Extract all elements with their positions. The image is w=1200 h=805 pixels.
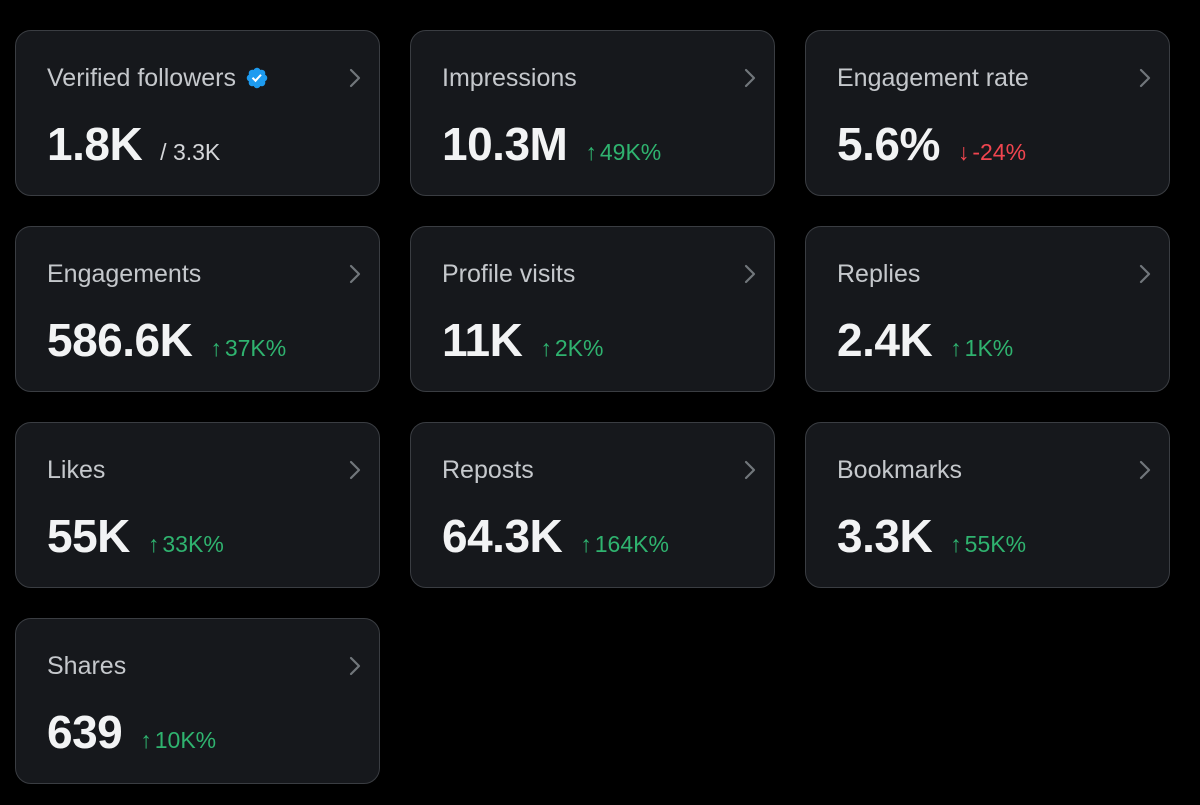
- metric-title-row: Verified followers: [47, 63, 269, 93]
- metric-card-bookmarks[interactable]: Bookmarks 3.3K ↑ 55K%: [805, 422, 1170, 588]
- metric-value-row: 11K ↑ 2K%: [442, 313, 603, 367]
- metric-title: Impressions: [442, 64, 577, 92]
- metric-card-impressions[interactable]: Impressions 10.3M ↑ 49K%: [410, 30, 775, 196]
- metric-title: Profile visits: [442, 260, 576, 288]
- metric-title-row: Shares: [47, 651, 126, 681]
- metric-change: ↑ 37K%: [210, 335, 286, 362]
- metric-card-engagements[interactable]: Engagements 586.6K ↑ 37K%: [15, 226, 380, 392]
- chevron-right-icon: [1139, 68, 1151, 88]
- metric-title-row: Bookmarks: [837, 455, 962, 485]
- metric-value: 3.3K: [837, 510, 933, 562]
- chevron-right-icon: [744, 68, 756, 88]
- metric-change: ↑ 49K%: [585, 139, 661, 166]
- arrow-up-icon: ↑: [147, 531, 160, 557]
- metric-value: 64.3K: [442, 510, 563, 562]
- metric-change-value: 2K%: [554, 335, 604, 361]
- metric-change-value: 164K%: [594, 531, 669, 557]
- metric-change: ↑ 33K%: [148, 531, 224, 558]
- metric-value: 5.6%: [837, 118, 940, 170]
- chevron-right-icon: [1139, 460, 1151, 480]
- metric-change-value: 37K%: [224, 335, 287, 361]
- metric-value: 586.6K: [47, 314, 193, 366]
- metric-card-verified-followers[interactable]: Verified followers 1.8K / 3.3K: [15, 30, 380, 196]
- metric-title-row: Reposts: [442, 455, 534, 485]
- metric-value: 10.3M: [442, 118, 568, 170]
- metric-title: Engagements: [47, 260, 202, 288]
- metric-change: ↓ -24%: [958, 139, 1026, 166]
- metric-card-shares[interactable]: Shares 639 ↑ 10K%: [15, 618, 380, 784]
- metric-value: 55K: [47, 510, 130, 562]
- metric-title: Engagement rate: [837, 64, 1029, 92]
- verified-badge-icon: [245, 66, 269, 90]
- metric-change-value: 49K%: [599, 139, 662, 165]
- metric-change: ↑ 1K%: [950, 335, 1013, 362]
- metric-value-row: 64.3K ↑ 164K%: [442, 509, 669, 563]
- chevron-right-icon: [744, 460, 756, 480]
- metric-card-engagement-rate[interactable]: Engagement rate 5.6% ↓ -24%: [805, 30, 1170, 196]
- metric-title: Replies: [837, 260, 921, 288]
- metric-value-row: 5.6% ↓ -24%: [837, 117, 1026, 171]
- metric-value-row: 1.8K / 3.3K: [47, 117, 220, 171]
- metric-title: Verified followers: [47, 64, 236, 92]
- metric-title: Likes: [47, 456, 106, 484]
- metric-value: 1.8K: [47, 118, 143, 170]
- metric-value-row: 10.3M ↑ 49K%: [442, 117, 661, 171]
- metric-change-value: 1K%: [964, 335, 1014, 361]
- metric-card-replies[interactable]: Replies 2.4K ↑ 1K%: [805, 226, 1170, 392]
- metric-change-value: 55K%: [964, 531, 1027, 557]
- arrow-up-icon: ↑: [210, 335, 222, 361]
- metric-title-row: Impressions: [442, 63, 577, 93]
- metric-title-row: Profile visits: [442, 259, 575, 289]
- chevron-right-icon: [349, 264, 361, 284]
- metric-total: / 3.3K: [160, 139, 221, 165]
- arrow-up-icon: ↑: [580, 531, 592, 557]
- chevron-right-icon: [744, 264, 756, 284]
- metric-value-row: 3.3K ↑ 55K%: [837, 509, 1026, 563]
- metric-change: ↑ 2K%: [540, 335, 603, 362]
- metric-value-row: 586.6K ↑ 37K%: [47, 313, 286, 367]
- metric-title-row: Likes: [47, 455, 105, 485]
- metric-change-value: 33K%: [162, 531, 224, 557]
- metric-value: 639: [47, 706, 123, 758]
- arrow-up-icon: ↑: [540, 335, 552, 361]
- arrow-up-icon: ↑: [140, 727, 152, 753]
- metric-change: ↑ 164K%: [580, 531, 669, 558]
- metric-card-profile-visits[interactable]: Profile visits 11K ↑ 2K%: [410, 226, 775, 392]
- metric-title-row: Replies: [837, 259, 920, 289]
- metric-card-likes[interactable]: Likes 55K ↑ 33K%: [15, 422, 380, 588]
- metrics-grid: Verified followers 1.8K / 3.3K Impressio…: [15, 30, 1170, 784]
- metric-value-row: 2.4K ↑ 1K%: [837, 313, 1013, 367]
- metric-value: 2.4K: [837, 314, 933, 366]
- metric-change-value: 10K%: [154, 727, 217, 753]
- metric-change: ↑ 10K%: [140, 727, 216, 754]
- chevron-right-icon: [349, 656, 361, 676]
- metric-title: Bookmarks: [837, 456, 963, 484]
- metric-title: Shares: [47, 652, 127, 680]
- metric-card-reposts[interactable]: Reposts 64.3K ↑ 164K%: [410, 422, 775, 588]
- metric-value: 11K: [442, 314, 523, 366]
- arrow-up-icon: ↑: [585, 139, 597, 165]
- metric-title: Reposts: [442, 456, 534, 484]
- metric-value-row: 55K ↑ 33K%: [47, 509, 224, 563]
- chevron-right-icon: [349, 460, 361, 480]
- metric-change-value: -24%: [972, 139, 1027, 165]
- arrow-up-icon: ↑: [950, 335, 962, 361]
- metric-value-row: 639 ↑ 10K%: [47, 705, 216, 759]
- metric-change: ↑ 55K%: [950, 531, 1026, 558]
- metric-title-row: Engagements: [47, 259, 201, 289]
- arrow-up-icon: ↑: [950, 531, 962, 557]
- chevron-right-icon: [1139, 264, 1151, 284]
- arrow-down-icon: ↓: [957, 139, 970, 165]
- chevron-right-icon: [349, 68, 361, 88]
- metric-title-row: Engagement rate: [837, 63, 1029, 93]
